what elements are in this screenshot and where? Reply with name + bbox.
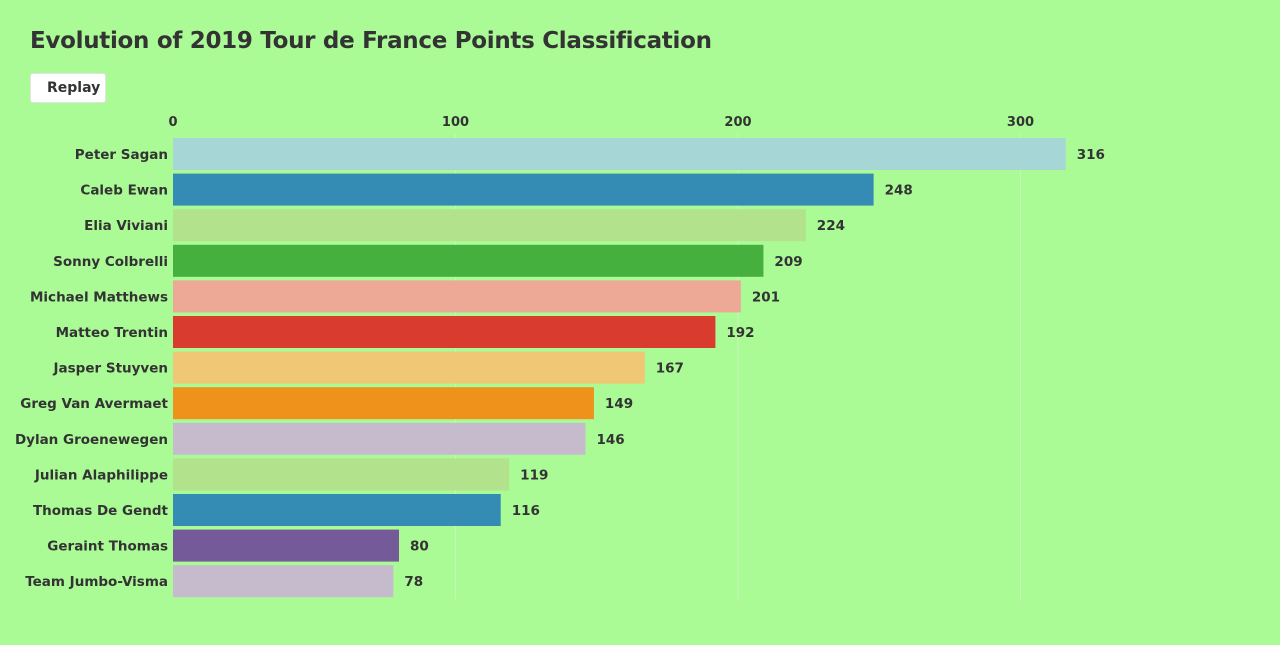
- category-label: Jasper Stuyven: [53, 361, 169, 377]
- value-label: 167: [656, 361, 684, 377]
- category-label: Julian Alaphilippe: [34, 467, 168, 483]
- x-tick-label: 300: [1007, 115, 1034, 130]
- bar: [173, 494, 501, 526]
- bar: [173, 565, 394, 598]
- x-tick-label: 200: [724, 115, 751, 130]
- category-label: Peter Sagan: [75, 147, 168, 163]
- value-label: 316: [1077, 147, 1105, 163]
- replay-button[interactable]: Replay: [30, 73, 106, 103]
- value-label: 224: [817, 218, 845, 234]
- bar: [173, 244, 764, 277]
- value-label: 209: [774, 254, 802, 270]
- category-label: Matteo Trentin: [56, 325, 168, 341]
- category-label: Dylan Groenewegen: [15, 432, 168, 448]
- bar: [173, 458, 510, 491]
- bar: [173, 280, 741, 313]
- bar: [173, 316, 716, 348]
- category-label: Team Jumbo-Visma: [25, 574, 168, 590]
- value-label: 80: [410, 539, 429, 555]
- value-label: 201: [752, 289, 780, 305]
- bar: [173, 351, 645, 384]
- bar: [173, 387, 594, 420]
- category-label: Caleb Ewan: [80, 183, 168, 199]
- category-label: Michael Matthews: [30, 289, 168, 305]
- category-label: Geraint Thomas: [47, 539, 168, 555]
- value-label: 149: [605, 396, 633, 412]
- bar: [173, 138, 1066, 170]
- bar: [173, 209, 806, 242]
- value-label: 119: [520, 467, 548, 483]
- category-label: Sonny Colbrelli: [53, 254, 168, 270]
- value-label: 78: [404, 574, 423, 590]
- chart-title: Evolution of 2019 Tour de France Points …: [30, 28, 712, 54]
- category-label: Greg Van Avermaet: [20, 396, 168, 412]
- value-label: 146: [596, 432, 624, 448]
- value-label: 192: [726, 325, 754, 341]
- category-label: Elia Viviani: [84, 218, 168, 234]
- value-label: 248: [885, 183, 913, 199]
- bar: [173, 173, 874, 206]
- value-label: 116: [512, 503, 540, 519]
- category-label: Thomas De Gendt: [33, 503, 169, 519]
- x-tick-label: 0: [168, 115, 177, 130]
- x-tick-label: 100: [442, 115, 469, 130]
- bar: [173, 422, 586, 455]
- bar: [173, 529, 399, 562]
